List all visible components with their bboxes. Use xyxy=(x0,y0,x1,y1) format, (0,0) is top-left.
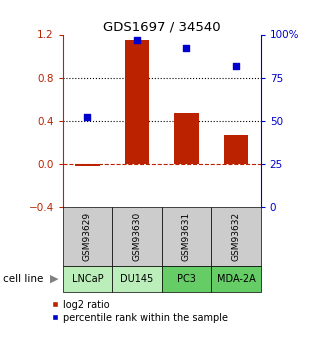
Bar xyxy=(211,266,261,292)
Point xyxy=(184,46,189,51)
Bar xyxy=(75,164,100,166)
Bar xyxy=(162,266,211,292)
Text: LNCaP: LNCaP xyxy=(72,274,103,284)
Point xyxy=(134,37,140,42)
Point xyxy=(85,115,90,120)
Text: GSM93632: GSM93632 xyxy=(231,212,241,261)
Bar xyxy=(162,207,211,266)
Legend: log2 ratio, percentile rank within the sample: log2 ratio, percentile rank within the s… xyxy=(51,300,228,323)
Bar xyxy=(224,135,248,164)
Title: GDS1697 / 34540: GDS1697 / 34540 xyxy=(103,20,220,33)
Bar xyxy=(63,266,112,292)
Text: PC3: PC3 xyxy=(177,274,196,284)
Point xyxy=(233,63,239,68)
Text: ▶: ▶ xyxy=(50,274,59,284)
Text: GSM93630: GSM93630 xyxy=(132,212,142,261)
Bar xyxy=(63,207,112,266)
Bar xyxy=(125,40,149,164)
Text: GSM93629: GSM93629 xyxy=(83,212,92,261)
Text: cell line: cell line xyxy=(3,274,44,284)
Text: MDA-2A: MDA-2A xyxy=(216,274,255,284)
Bar xyxy=(112,207,162,266)
Text: GSM93631: GSM93631 xyxy=(182,212,191,261)
Text: DU145: DU145 xyxy=(120,274,153,284)
Bar xyxy=(112,266,162,292)
Bar xyxy=(211,207,261,266)
Bar xyxy=(174,113,199,164)
